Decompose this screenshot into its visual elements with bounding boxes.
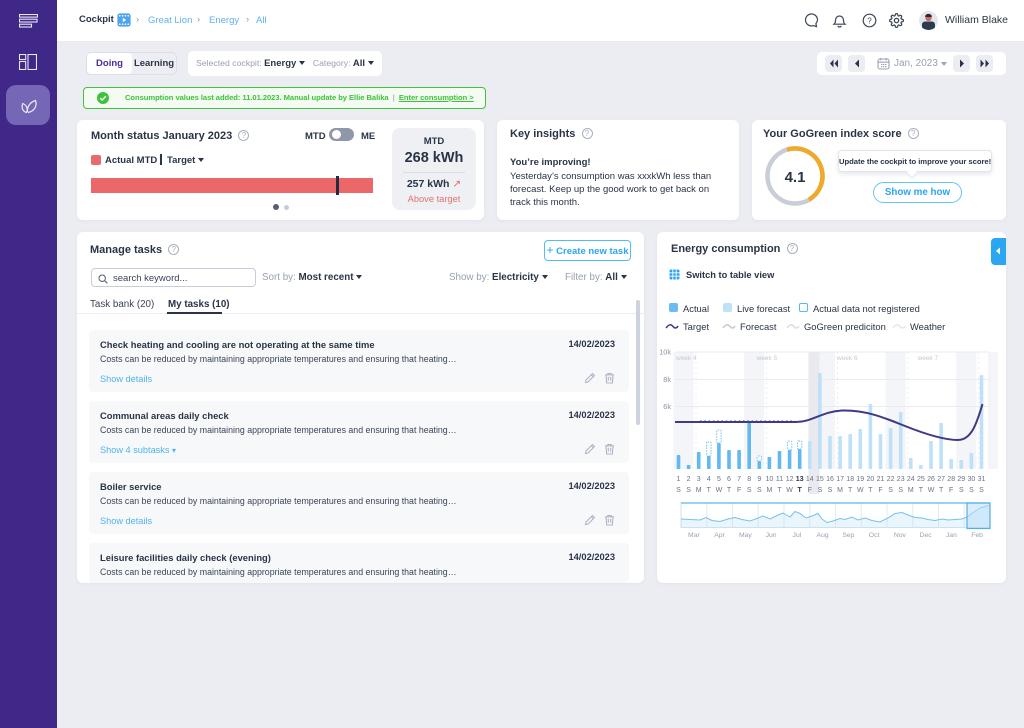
svg-text:Dec: Dec — [920, 532, 933, 539]
svg-text:8: 8 — [747, 476, 751, 483]
svg-text:9: 9 — [757, 476, 761, 483]
svg-text:Nov: Nov — [894, 532, 907, 539]
svg-text:T: T — [727, 487, 732, 494]
svg-text:6: 6 — [727, 476, 731, 483]
svg-text:Jan: Jan — [946, 532, 957, 539]
svg-text:21: 21 — [877, 476, 885, 483]
svg-text:16: 16 — [826, 476, 834, 483]
svg-text:4: 4 — [707, 476, 711, 483]
svg-text:S: S — [757, 487, 762, 494]
svg-text:S: S — [898, 487, 903, 494]
svg-text:S: S — [818, 487, 823, 494]
svg-text:week 7: week 7 — [917, 355, 939, 362]
svg-text:T: T — [939, 487, 944, 494]
svg-text:W: W — [716, 487, 723, 494]
svg-text:S: S — [959, 487, 964, 494]
svg-text:19: 19 — [856, 476, 864, 483]
svg-text:28: 28 — [947, 476, 955, 483]
svg-text:T: T — [919, 487, 924, 494]
svg-text:Feb: Feb — [971, 532, 983, 539]
svg-text:week 5: week 5 — [756, 355, 778, 362]
svg-text:S: S — [828, 487, 833, 494]
svg-text:Sep: Sep — [842, 532, 854, 539]
svg-text:F: F — [949, 487, 953, 494]
svg-text:May: May — [739, 532, 752, 539]
svg-text:13: 13 — [796, 476, 804, 483]
svg-text:20: 20 — [867, 476, 875, 483]
svg-text:T: T — [798, 487, 803, 494]
svg-text:M: M — [837, 487, 843, 494]
svg-text:10k: 10k — [659, 348, 671, 357]
svg-text:8k: 8k — [663, 375, 671, 384]
svg-text:Mar: Mar — [688, 532, 700, 539]
svg-text:?: ? — [867, 16, 872, 25]
svg-text:30: 30 — [968, 476, 976, 483]
svg-text:14: 14 — [806, 476, 814, 483]
svg-text:10: 10 — [766, 476, 774, 483]
svg-text:T: T — [868, 487, 873, 494]
svg-text:F: F — [737, 487, 741, 494]
svg-text:T: T — [848, 487, 853, 494]
svg-text:4.1: 4.1 — [785, 169, 806, 186]
svg-text:W: W — [928, 487, 935, 494]
svg-text:S: S — [979, 487, 984, 494]
svg-text:1: 1 — [677, 476, 681, 483]
svg-text:12: 12 — [786, 476, 794, 483]
svg-text:27: 27 — [937, 476, 945, 483]
svg-text:17: 17 — [836, 476, 844, 483]
svg-text:S: S — [969, 487, 974, 494]
svg-text:7: 7 — [737, 476, 741, 483]
svg-text:29: 29 — [957, 476, 965, 483]
svg-text:26: 26 — [927, 476, 935, 483]
svg-text:2: 2 — [687, 476, 691, 483]
svg-text:22: 22 — [887, 476, 895, 483]
svg-text:6k: 6k — [663, 402, 671, 411]
svg-text:M: M — [908, 487, 914, 494]
svg-text:M: M — [766, 487, 772, 494]
svg-text:F: F — [808, 487, 812, 494]
svg-text:T: T — [707, 487, 712, 494]
svg-text:31: 31 — [978, 476, 986, 483]
svg-text:15: 15 — [816, 476, 824, 483]
svg-text:week 4: week 4 — [675, 355, 697, 362]
svg-text:Aug: Aug — [817, 532, 829, 539]
svg-text:11: 11 — [776, 476, 783, 483]
svg-text:S: S — [747, 487, 752, 494]
svg-text:S: S — [888, 487, 893, 494]
svg-text:S: S — [676, 487, 681, 494]
svg-text:Oct: Oct — [869, 532, 880, 539]
svg-text:25: 25 — [917, 476, 925, 483]
svg-text:W: W — [857, 487, 864, 494]
svg-text:M: M — [696, 487, 702, 494]
svg-text:F: F — [878, 487, 882, 494]
svg-text:5: 5 — [717, 476, 721, 483]
svg-text:T: T — [777, 487, 782, 494]
svg-text:Jun: Jun — [766, 532, 777, 539]
svg-text:24: 24 — [907, 476, 915, 483]
svg-text:Jul: Jul — [793, 532, 802, 539]
svg-text:S: S — [686, 487, 691, 494]
svg-text:23: 23 — [897, 476, 905, 483]
svg-text:Apr: Apr — [714, 532, 725, 539]
svg-text:18: 18 — [846, 476, 854, 483]
svg-text:W: W — [786, 487, 793, 494]
svg-text:3: 3 — [697, 476, 701, 483]
svg-text:week 6: week 6 — [836, 355, 858, 362]
